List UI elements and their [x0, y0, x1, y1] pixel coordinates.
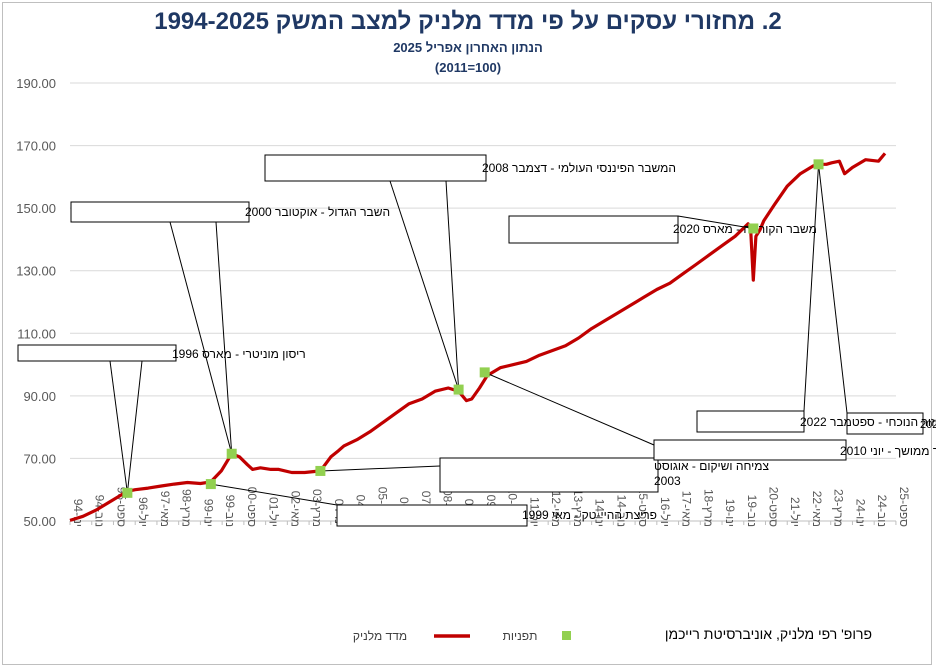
index-line — [69, 152, 887, 522]
x-tick-label: יול-01 — [267, 497, 281, 527]
y-tick-label: 70.00 — [23, 451, 56, 466]
chart-title: 2. מחזורי עסקים על פי מדד מלניק למצב המש… — [154, 8, 782, 35]
y-tick-label: 170.00 — [16, 139, 56, 154]
turning-point-marker — [205, 479, 216, 490]
x-tick-label: מאי-17 — [680, 491, 694, 527]
annotation-label: המחזור הנוכחי - ספטמבר 2022 — [920, 419, 936, 431]
leader-line — [445, 180, 460, 390]
y-tick-label: 90.00 — [23, 389, 56, 404]
x-tick-label: נוב-24 — [875, 495, 889, 527]
x-tick-label: נוב-94 — [93, 495, 107, 527]
x-tick-label: ינו-19 — [723, 499, 737, 527]
chart-subtitle-base: (2011=100) — [434, 60, 502, 75]
x-tick-label: ספט-00 — [245, 487, 259, 527]
x-tick-label: מרץ-03 — [310, 489, 324, 527]
leader-line — [320, 465, 441, 472]
x-tick-label: נוב-14 — [614, 495, 628, 527]
x-tick-label: מרץ-13 — [571, 489, 585, 527]
annotation-box — [336, 504, 528, 527]
legend-label: תפניות — [503, 629, 538, 643]
annotation-box — [70, 201, 250, 223]
y-tick-label: 110.00 — [17, 326, 56, 341]
annotation-box — [508, 215, 679, 244]
annotation-box — [653, 439, 847, 461]
x-tick-label: יול-16 — [658, 497, 672, 527]
x-tick-label: ספט-20 — [767, 487, 781, 527]
x-tick-label: ינו-99 — [201, 499, 215, 527]
leader-line — [818, 164, 848, 414]
author-credit: פרופ' רפי מלניק, אוניברסיטת רייכמן — [664, 626, 872, 642]
leader-line — [109, 360, 128, 493]
y-tick-label: 130.00 — [16, 264, 56, 279]
turning-point-marker — [226, 448, 237, 459]
legend-label: מדד מלניק — [353, 629, 407, 643]
x-tick-label: מרץ-23 — [832, 489, 846, 527]
x-tick-label: מאי-12 — [549, 491, 563, 527]
annotation-label: פריצת ההיי-טק - מאי 1999 — [522, 508, 657, 522]
x-tick-label: ספט-25 — [897, 487, 911, 527]
annotation-label: המחזור הנוכחי - ספטמבר 2022 — [800, 415, 936, 429]
y-tick-label: 190.00 — [16, 76, 56, 91]
annotation-box — [17, 344, 177, 362]
x-tick-label: ינו-14 — [593, 499, 607, 527]
leader-line — [126, 360, 143, 493]
turning-point-marker — [122, 487, 133, 498]
leader-line — [169, 221, 233, 454]
turning-point-marker — [479, 367, 490, 378]
annotation-label: גידול תוצר ממושך - יוני 2010 — [840, 444, 936, 458]
x-tick-label: ספט-15 — [636, 487, 650, 527]
leader-line — [215, 221, 233, 454]
y-tick-label: 150.00 — [16, 201, 56, 216]
annotation-label: המשבר הפיננסי העולמי - דצמבר 2008 — [482, 161, 676, 175]
turning-point-marker — [813, 159, 824, 170]
annotation-box — [846, 412, 924, 435]
x-tick-label: יול-96 — [136, 497, 150, 527]
annotation-label: משבר הקורונה - מארס 2020 — [673, 222, 817, 236]
x-tick-label: מאי-97 — [158, 491, 172, 527]
x-tick-label: מרץ-18 — [701, 489, 715, 527]
x-tick-label: נוב-19 — [745, 495, 759, 527]
x-tick-label: מרץ-98 — [180, 489, 194, 527]
x-tick-label: יול-11 — [527, 497, 541, 527]
leader-line — [210, 483, 338, 506]
annotation-label-line: 2003 — [654, 474, 681, 488]
x-tick-label: נוב-99 — [223, 495, 237, 527]
chart-subtitle: הנתון האחרון אפריל 2025 — [393, 40, 543, 55]
x-tick-label: ינו-94 — [71, 499, 85, 527]
turning-point-marker — [453, 384, 464, 395]
annotation-box — [439, 457, 659, 493]
leader-line — [484, 371, 655, 446]
x-tick-label: מאי-22 — [810, 491, 824, 527]
turning-point-marker — [315, 465, 326, 476]
leader-line — [677, 215, 754, 229]
turning-point-marker — [748, 223, 759, 234]
annotation-box — [264, 154, 487, 182]
leader-line — [389, 180, 460, 390]
annotation-label-line: צמיחה ושיקום - אוגוסט — [654, 459, 769, 473]
x-tick-label: מאי-02 — [288, 491, 302, 527]
x-tick-label: ינו-24 — [853, 499, 867, 527]
annotation-label: השבר הגדול - אוקטובר 2000 — [245, 205, 390, 219]
legend-marker-swatch — [562, 631, 571, 640]
x-tick-label: יול-21 — [788, 497, 802, 527]
annotation-label: צמיחה ושיקום - אוגוסט 2003 — [654, 459, 769, 488]
annotation-box — [696, 410, 805, 433]
y-tick-label: 50.00 — [23, 514, 56, 529]
annotation-label: ריסון מוניטרי - מארס 1996 — [172, 347, 306, 361]
leader-line — [803, 164, 820, 412]
